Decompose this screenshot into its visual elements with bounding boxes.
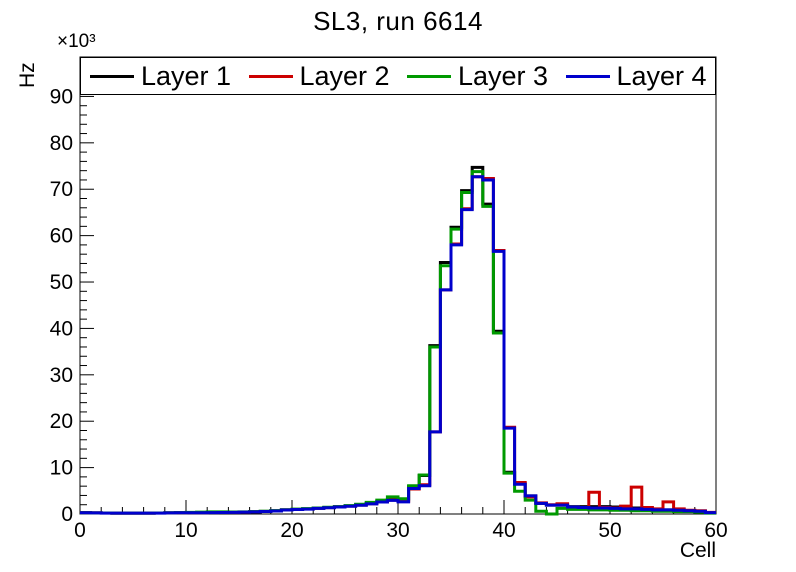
x-tick-label: 0 xyxy=(74,519,86,542)
y-tick-label: 70 xyxy=(50,178,73,201)
x-tick-label: 60 xyxy=(704,519,727,542)
x-tick-label: 20 xyxy=(280,519,303,542)
legend-label: Layer 1 xyxy=(141,60,232,91)
y-tick-label: 50 xyxy=(50,271,73,294)
y-tick-label: 20 xyxy=(50,410,73,433)
y-tick-label: 80 xyxy=(50,132,73,155)
legend-label: Layer 2 xyxy=(299,60,390,91)
legend-label: Layer 4 xyxy=(616,60,707,91)
legend-line-sample xyxy=(90,74,134,78)
y-tick-label: 0 xyxy=(61,503,73,526)
legend-line-sample xyxy=(248,74,293,78)
x-tick-label: 40 xyxy=(492,519,515,542)
legend-label: Layer 3 xyxy=(458,60,549,91)
series-layer-4 xyxy=(80,175,716,515)
legend-entry-layer-3: Layer 3 xyxy=(398,58,557,94)
legend-entry-layer-2: Layer 2 xyxy=(240,58,399,94)
y-axis-title: Hz xyxy=(16,62,39,88)
series-layer-3 xyxy=(80,170,716,516)
x-tick-label: 10 xyxy=(174,519,197,542)
y-tick-label: 10 xyxy=(50,457,73,480)
legend: Layer 1 Layer 2 Layer 3 Layer 4 xyxy=(80,57,716,95)
plot-frame xyxy=(79,56,717,515)
x-axis-title: Cell xyxy=(679,539,716,562)
series-layer-1 xyxy=(80,165,716,515)
legend-line-sample xyxy=(565,74,610,78)
y-tick-label: 30 xyxy=(50,364,73,387)
x-tick-label: 30 xyxy=(386,519,409,542)
x-tick-label: 50 xyxy=(598,519,621,542)
y-tick-label: 90 xyxy=(50,85,73,108)
legend-entry-layer-4: Layer 4 xyxy=(557,58,716,94)
series-layer-2 xyxy=(80,175,716,515)
legend-line-sample xyxy=(407,74,451,78)
legend-entry-layer-1: Layer 1 xyxy=(81,58,240,94)
y-tick-label: 60 xyxy=(50,225,73,248)
y-tick-label: 40 xyxy=(50,317,73,340)
plot-title: SL3, run 6614 xyxy=(313,6,483,36)
y-axis-exponent: ×10³ xyxy=(57,31,96,52)
